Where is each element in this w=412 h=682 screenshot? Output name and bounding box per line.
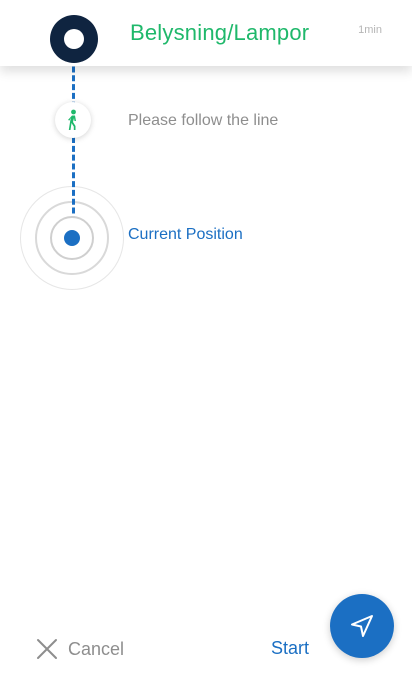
navigate-button[interactable] (330, 594, 394, 658)
walking-person-icon (68, 109, 76, 130)
route-duration: 1min (358, 24, 382, 36)
destination-title: Belysning/Lampor (130, 20, 310, 45)
walk-instruction: Please follow the line (128, 112, 279, 129)
close-icon (37, 639, 57, 659)
navigation-arrow-icon (351, 615, 373, 637)
start-button[interactable]: Start (271, 638, 310, 658)
walk-step-badge (55, 102, 91, 138)
current-position-label: Current Position (128, 226, 243, 243)
destination-marker-icon (50, 15, 98, 63)
current-position-icon (64, 230, 80, 246)
cancel-button[interactable]: Cancel (36, 636, 124, 662)
cancel-label: Cancel (68, 638, 125, 659)
route-line (72, 40, 75, 240)
